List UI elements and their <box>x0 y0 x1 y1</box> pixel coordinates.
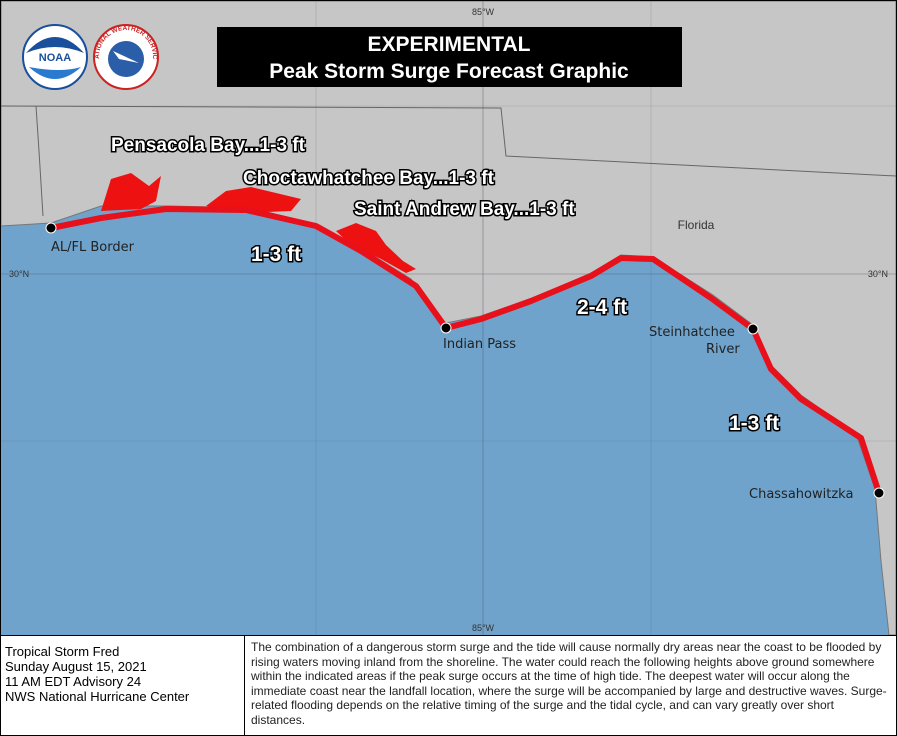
point-label: River <box>706 342 740 357</box>
area-label: Pensacola Bay...1-3 ft <box>111 135 306 156</box>
storm-line: Sunday August 15, 2021 <box>5 659 147 674</box>
state-border <box>35 105 44 217</box>
description: The combination of a dangerous storm sur… <box>251 640 887 727</box>
segment-label: 1-3 ft <box>729 412 779 435</box>
map: 85°W 85°W 30°N 30°N Florida AL/FL Border… <box>1 1 896 635</box>
storm-line: NWS National Hurricane Center <box>5 689 190 704</box>
surge-line <box>50 206 882 494</box>
noaa-logo: NOAA <box>22 24 88 90</box>
title-box <box>217 27 682 87</box>
storm-line: 11 AM EDT Advisory 24 <box>5 674 142 689</box>
footer: Tropical Storm Fred Sunday August 15, 20… <box>1 635 896 736</box>
title: EXPERIMENTAL <box>368 33 531 56</box>
grid-label: 85°W <box>472 623 495 633</box>
grid-label: 30°N <box>868 269 888 279</box>
grid-label: 85°W <box>472 7 495 17</box>
grid-label: 30°N <box>9 269 29 279</box>
area-label: Choctawhatchee Bay...1-3 ft <box>243 168 495 189</box>
point-label: AL/FL Border <box>51 240 135 255</box>
point-label: Indian Pass <box>443 337 516 352</box>
logo-text: NOAA <box>39 52 71 64</box>
state-label: Florida <box>678 218 715 232</box>
surge-areas <box>101 173 416 273</box>
storm-line: Tropical Storm Fred <box>5 644 120 659</box>
point-label: Chassahowitzka <box>749 487 853 502</box>
storm-info: Tropical Storm Fred Sunday August 15, 20… <box>1 636 245 736</box>
point-label: Steinhatchee <box>649 325 735 340</box>
area-label: Saint Andrew Bay...1-3 ft <box>354 199 575 220</box>
segment-label: 2-4 ft <box>577 296 627 319</box>
state-border <box>1 105 896 177</box>
segment-label: 1-3 ft <box>251 243 301 266</box>
graticule <box>1 1 896 635</box>
title: Peak Storm Surge Forecast Graphic <box>269 60 629 83</box>
points <box>45 222 885 499</box>
